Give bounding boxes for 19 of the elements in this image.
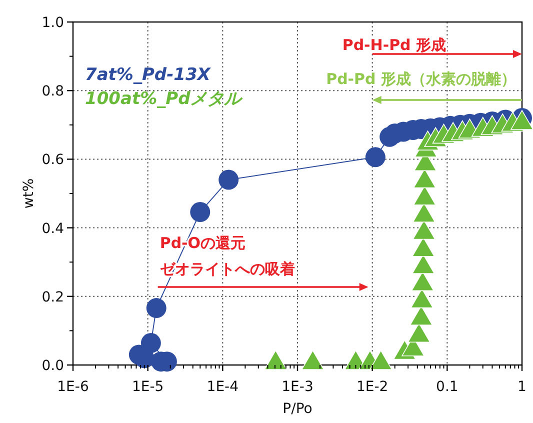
- y-tick-label: 0.4: [42, 220, 64, 237]
- x-tick-label: 1E-4: [206, 379, 239, 395]
- annotation: Pd-H-Pd 形成: [342, 36, 446, 54]
- y-tick-label: 0.0: [42, 358, 64, 374]
- y-tick-label: 0.2: [42, 289, 64, 306]
- x-axis-title: P/Po: [282, 401, 312, 417]
- x-tick-label: 0.1: [436, 379, 458, 395]
- y-axis-title: wt%: [21, 178, 37, 209]
- y-tick-label: 0.8: [42, 84, 64, 100]
- x-tick-label: 1E-6: [57, 379, 89, 395]
- x-tick-label: 1E-5: [132, 379, 164, 395]
- y-tick-label: 1.0: [42, 15, 64, 31]
- x-tick-label: 1: [518, 379, 526, 395]
- y-tick-label: 0.6: [42, 152, 64, 168]
- annotation: Pd-Pd 形成（水素の脱離）: [326, 70, 516, 88]
- x-tick-label: 1E-2: [356, 379, 388, 395]
- text: 100at%_Pdメタル: [85, 89, 244, 109]
- x-tick-label: 1E-3: [282, 379, 314, 395]
- text: 7at%_Pd-13X: [85, 65, 212, 85]
